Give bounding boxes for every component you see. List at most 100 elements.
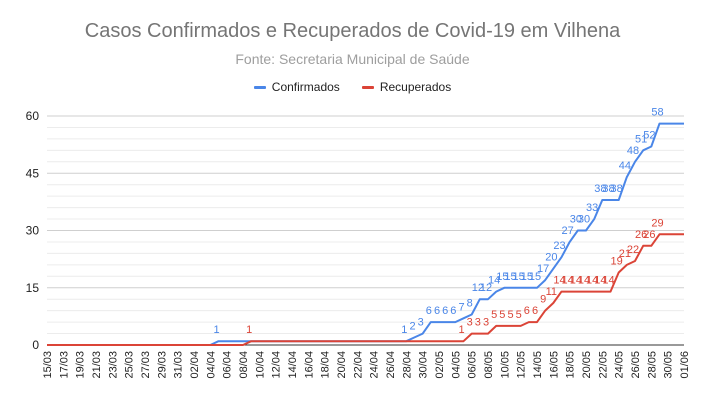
x-tick-label: 08/05 — [483, 351, 495, 379]
x-tick-label: 06/05 — [467, 351, 479, 379]
data-label: 14 — [570, 275, 582, 287]
data-label: 6 — [524, 305, 530, 317]
x-tick-label: 14/04 — [287, 351, 299, 379]
data-label: 30 — [570, 214, 582, 226]
x-tick-label: 26/04 — [385, 351, 397, 379]
x-tick-label: 25/03 — [124, 351, 136, 379]
x-tick-label: 23/03 — [107, 351, 119, 379]
data-label: 5 — [491, 309, 497, 321]
data-label: 58 — [651, 107, 663, 119]
x-tick-label: 18/05 — [565, 351, 577, 379]
data-label: 52 — [643, 130, 655, 142]
data-label: 21 — [619, 248, 631, 260]
data-label: 14 — [578, 275, 590, 287]
data-label: 14 — [594, 275, 606, 287]
data-label: 15 — [521, 271, 533, 283]
x-tick-label: 12/05 — [516, 351, 528, 379]
x-tick-label: 24/05 — [614, 351, 626, 379]
data-label: 8 — [467, 297, 473, 309]
data-label: 3 — [418, 317, 424, 329]
x-tick-label: 20/04 — [336, 351, 348, 379]
y-tick-label: 45 — [26, 166, 40, 180]
x-tick-label: 27/03 — [140, 351, 152, 379]
data-label: 38 — [602, 183, 614, 195]
y-tick-label: 0 — [32, 338, 39, 352]
data-label: 1 — [246, 324, 252, 336]
x-tick-label: 10/04 — [254, 351, 266, 379]
x-tick-label: 26/05 — [630, 351, 642, 379]
x-tick-label: 30/04 — [418, 351, 430, 379]
data-label: 6 — [426, 305, 432, 317]
data-label: 5 — [516, 309, 522, 321]
legend-label-recuperados: Recuperados — [379, 80, 452, 94]
y-tick-label: 15 — [26, 281, 40, 295]
data-label: 22 — [627, 244, 639, 256]
x-tick-label: 16/05 — [548, 351, 560, 379]
x-tick-label: 12/04 — [271, 351, 283, 379]
data-label: 14 — [553, 275, 565, 287]
data-label: 29 — [651, 217, 663, 229]
data-label: 27 — [562, 225, 574, 237]
x-tick-label: 10/05 — [499, 351, 511, 379]
data-label: 9 — [540, 294, 546, 306]
x-tick-label: 28/04 — [401, 351, 413, 379]
data-label: 19 — [611, 255, 623, 267]
x-tick-label: 20/05 — [581, 351, 593, 379]
data-label: 7 — [458, 301, 464, 313]
x-tick-label: 15/03 — [42, 351, 54, 379]
legend-swatch-confirmados — [253, 85, 266, 89]
x-tick-label: 17/03 — [58, 351, 70, 379]
data-label: 15 — [504, 271, 516, 283]
data-label: 38 — [594, 183, 606, 195]
data-label: 15 — [529, 271, 541, 283]
data-label: 15 — [513, 271, 525, 283]
data-label: 38 — [611, 183, 623, 195]
legend-item-confirmados: Confirmados — [253, 80, 340, 94]
data-label: 17 — [537, 263, 549, 275]
data-label: 1 — [401, 324, 407, 336]
x-tick-label: 28/05 — [646, 351, 658, 379]
data-label: 33 — [586, 202, 598, 214]
x-tick-label: 18/04 — [320, 351, 332, 379]
x-tick-label: 01/06 — [679, 351, 691, 379]
x-tick-label: 04/04 — [205, 351, 217, 379]
data-label: 3 — [467, 317, 473, 329]
data-label: 6 — [434, 305, 440, 317]
data-label: 14 — [586, 275, 598, 287]
series-line-recuperados — [47, 233, 684, 346]
data-label: 26 — [643, 229, 655, 241]
x-tick-label: 24/04 — [369, 351, 381, 379]
data-label: 1 — [213, 324, 219, 336]
data-label: 6 — [442, 305, 448, 317]
x-tick-label: 14/05 — [532, 351, 544, 379]
data-label: 6 — [532, 305, 538, 317]
data-label: 44 — [619, 160, 631, 172]
legend: Confirmados Recuperados — [0, 80, 705, 94]
chart-subtitle: Fonte: Secretaria Municipal de Saúde — [235, 51, 470, 67]
x-tick-label: 02/04 — [189, 351, 201, 379]
data-label: 6 — [450, 305, 456, 317]
data-label: 15 — [496, 271, 508, 283]
data-label: 14 — [562, 275, 574, 287]
data-label: 23 — [553, 240, 565, 252]
data-label: 14 — [602, 275, 614, 287]
data-label: 26 — [635, 229, 647, 241]
data-label: 3 — [475, 317, 481, 329]
data-label: 11 — [546, 286, 557, 298]
x-tick-label: 06/04 — [222, 351, 234, 379]
data-label: 12 — [480, 282, 492, 294]
x-tick-label: 22/05 — [597, 351, 609, 379]
data-label: 20 — [545, 252, 557, 264]
legend-label-confirmados: Confirmados — [271, 80, 340, 94]
legend-item-recuperados: Recuperados — [361, 80, 452, 94]
y-tick-label: 60 — [26, 109, 40, 123]
x-tick-label: 16/04 — [303, 351, 315, 379]
data-label: 1 — [458, 324, 464, 336]
x-tick-label: 31/03 — [173, 351, 185, 379]
data-label: 30 — [578, 214, 590, 226]
data-label: 48 — [627, 145, 639, 157]
x-tick-label: 22/04 — [352, 351, 364, 379]
x-tick-label: 04/05 — [450, 351, 462, 379]
legend-swatch-recuperados — [361, 85, 374, 89]
